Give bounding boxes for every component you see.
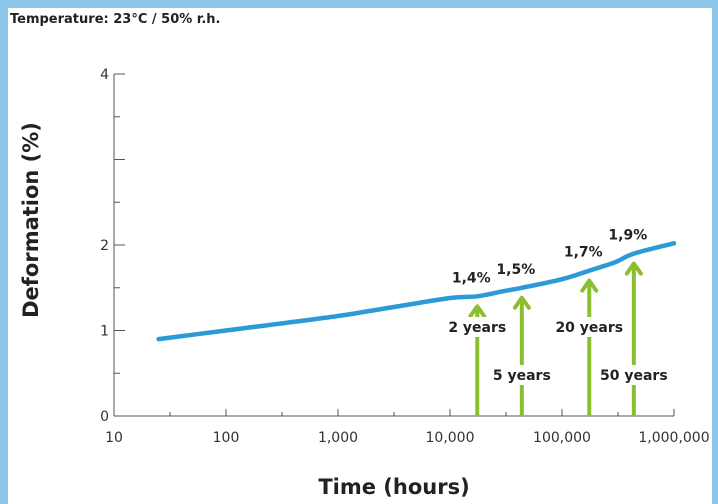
annotation-period-label: 20 years <box>555 320 623 336</box>
y-tick-label: 2 <box>100 238 109 254</box>
x-tick-label: 1,000 <box>318 430 358 446</box>
x-tick-label: 10,000 <box>426 430 475 446</box>
x-tick-label: 10 <box>105 430 123 446</box>
y-tick-label: 4 <box>100 67 109 83</box>
annotation-value-label: 1,4% <box>452 270 491 286</box>
annotation-arrow-head <box>624 261 643 276</box>
x-ticks: 10 100 1,000 10,000 100,000 1,000,000 <box>105 409 710 446</box>
annotation-value-label: 1,7% <box>564 245 603 261</box>
annotation-1: 1,4% 2 years <box>443 270 512 416</box>
annotation-2: 1,5% 5 years <box>487 262 556 416</box>
series-line <box>156 241 677 342</box>
annotation-period-label: 50 years <box>600 368 668 384</box>
x-tick-label: 100 <box>213 430 240 446</box>
y-tick-label: 0 <box>100 409 109 425</box>
annotation-arrow-head <box>512 295 531 310</box>
annotation-value-label: 1,9% <box>608 228 647 244</box>
annotation-label-bg <box>550 317 628 337</box>
annotations-layer: 1,4% 2 years 1,5% 5 years 1,7% 20 years 1,9% 50… <box>443 228 673 416</box>
annotation-period-label: 2 years <box>448 320 506 336</box>
annotation-4: 1,9% 50 years <box>595 228 673 416</box>
y-ticks: 0 1 2 4 <box>100 67 125 425</box>
x-axis-label: Time (hours) <box>318 475 469 499</box>
annotation-label-bg <box>487 365 556 385</box>
annotation-period-label: 5 years <box>493 368 551 384</box>
annotation-label-bg <box>443 317 512 337</box>
annotation-label-bg <box>595 365 673 385</box>
annotation-arrow-head <box>468 304 487 319</box>
y-axis-label: Deformation (%) <box>19 122 43 318</box>
annotation-3: 1,7% 20 years <box>550 245 628 416</box>
y-tick-label: 1 <box>100 324 109 340</box>
chart-title: Temperature: 23°C / 50% r.h. <box>10 12 221 27</box>
annotation-value-label: 1,5% <box>496 262 535 278</box>
series-layer <box>156 241 677 342</box>
x-tick-label: 100,000 <box>533 430 591 446</box>
annotation-arrow-head <box>580 278 599 293</box>
x-tick-label: 1,000,000 <box>638 430 709 446</box>
